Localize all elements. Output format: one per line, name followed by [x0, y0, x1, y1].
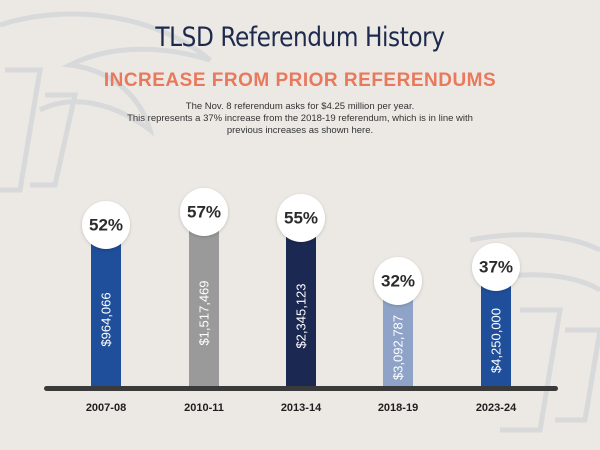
bar-2010-11 [189, 220, 219, 386]
description-line-1: The Nov. 8 referendum asks for $4.25 mil… [185, 101, 415, 112]
percent-badge [374, 257, 422, 305]
percent-badge [277, 194, 325, 242]
percent-badge [82, 201, 130, 249]
chart-baseline [44, 386, 558, 391]
percent-label: 55% [284, 209, 318, 228]
page-title: TLSD Referendum History [155, 22, 445, 53]
bar-2007-08 [91, 233, 121, 386]
x-tick-label: 2018-19 [378, 402, 418, 414]
percent-label: 37% [479, 258, 513, 277]
hawk-logo-left [0, 11, 212, 193]
percent-label: 32% [381, 272, 415, 291]
bar-2013-14 [286, 226, 316, 386]
percent-badge [180, 188, 228, 236]
percent-badge [472, 243, 520, 291]
bar-value-label: $4,250,000 [489, 308, 504, 373]
page-subtitle: INCREASE FROM PRIOR REFERENDUMS [103, 70, 497, 91]
x-tick-label: 2010-11 [184, 402, 224, 414]
bar-value-label: $1,517,469 [197, 280, 212, 345]
bar-2018-19 [383, 289, 413, 386]
description-line-2: This represents a 37% increase from the … [127, 113, 473, 124]
percent-label: 57% [187, 203, 221, 222]
bar-2023-24 [481, 275, 511, 386]
x-tick-label: 2013-14 [281, 402, 322, 414]
x-tick-label: 2007-08 [86, 402, 126, 414]
bar-value-label: $964,066 [99, 292, 114, 346]
percent-label: 52% [89, 216, 123, 235]
description-line-3: previous increases as shown here. [226, 125, 374, 136]
x-tick-label: 2023-24 [476, 402, 517, 414]
bar-value-label: $3,092,787 [391, 315, 406, 380]
bar-value-label: $2,345,123 [294, 283, 309, 348]
description: The Nov. 8 referendum asks for $4.25 mil… [100, 101, 500, 137]
